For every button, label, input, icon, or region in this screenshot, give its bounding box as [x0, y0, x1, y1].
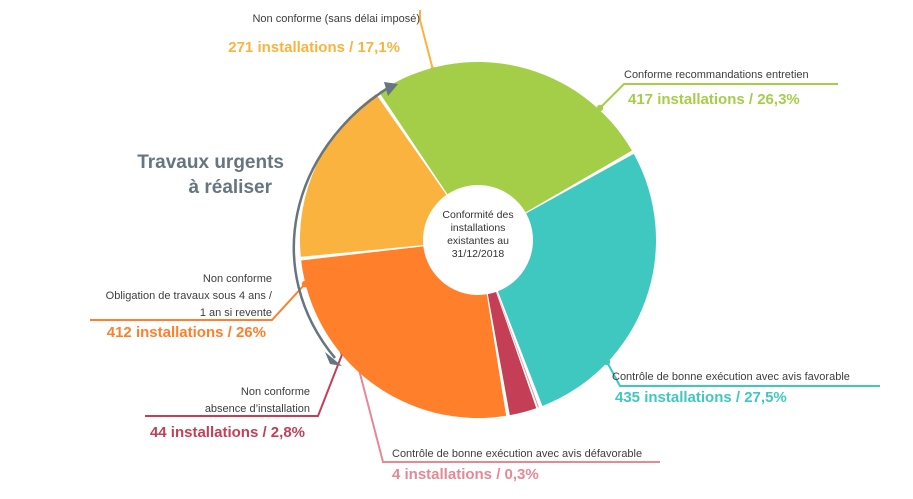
leader-line-3 — [606, 361, 880, 387]
slice-value-label: 417 installations / 26,3% — [628, 91, 800, 108]
leader-line-6 — [90, 283, 306, 321]
slice-category-label: Non conforme — [241, 386, 310, 398]
slice-category-label: Obligation de travaux sous 4 ans / — [106, 290, 273, 302]
leader-line-4 — [356, 361, 660, 463]
slice-category-label: Contrôle de bonne exécution avec avis fa… — [612, 371, 850, 383]
urgent-works-label: à réaliser — [189, 177, 273, 198]
urgent-works-label: Travaux urgents — [137, 152, 284, 173]
pie-slice-6 — [301, 246, 507, 418]
center-circle — [425, 187, 531, 293]
leader-dot-3 — [603, 358, 611, 366]
slice-value-label: 4 installations / 0,3% — [392, 466, 539, 483]
slice-value-label: 271 installations / 17,1% — [228, 39, 400, 56]
leader-dot-6 — [301, 280, 309, 288]
leader-dot-2 — [596, 104, 604, 112]
leader-line-1 — [419, 10, 434, 71]
arrow-head-top — [384, 82, 398, 96]
pie-slice-5 — [487, 291, 537, 416]
center-label: installations — [451, 222, 506, 234]
center-label: Conformité des — [442, 209, 513, 221]
urgent-arrow — [292, 86, 389, 359]
leader-line-2 — [599, 83, 838, 109]
pie-slice-4 — [496, 291, 539, 408]
slice-category-label: 1 an si revente — [200, 307, 272, 319]
slice-category-label: Non conforme — [203, 273, 272, 285]
slice-value-label: 435 installations / 27,5% — [615, 389, 787, 406]
center-label: 31/12/2018 — [452, 248, 505, 260]
pie-slice-3 — [497, 153, 657, 406]
arrow-head-bottom — [325, 352, 342, 366]
pie-slice-2 — [379, 61, 632, 213]
center-label: existantes au — [447, 235, 509, 247]
slice-category-label: absence d’installation — [205, 403, 310, 415]
slice-category-label: Contrôle de bonne exécution avec avis dé… — [392, 448, 642, 460]
slice-value-label: 44 installations / 2,8% — [150, 424, 305, 441]
slice-value-label: 412 installations / 26% — [107, 324, 266, 341]
leader-line-5 — [145, 351, 344, 417]
slice-category-label: Conforme recommandations entretien — [624, 69, 809, 81]
slice-category-label: Non conforme (sans délai imposé) — [252, 13, 420, 25]
